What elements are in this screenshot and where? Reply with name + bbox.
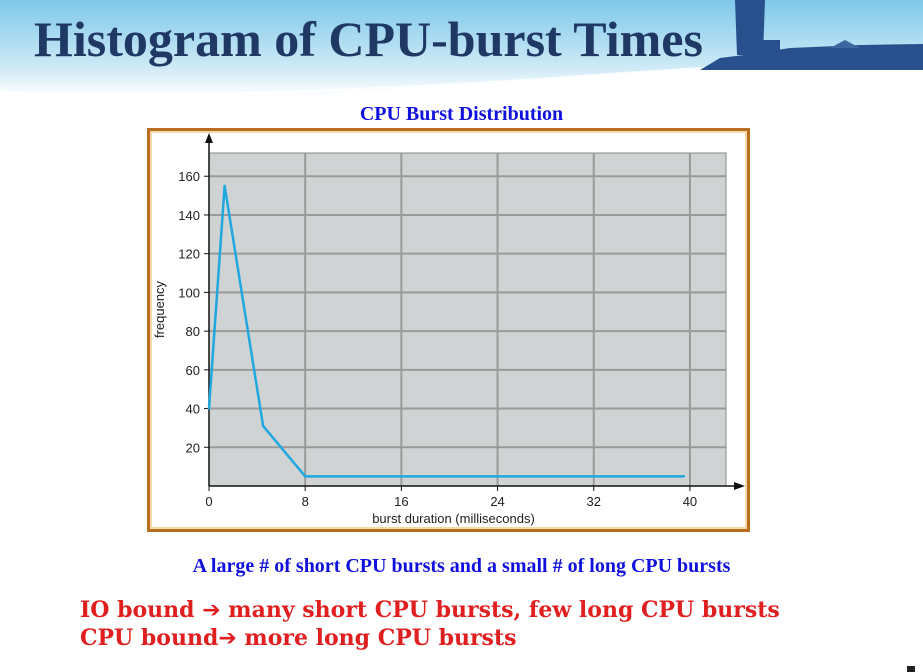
y-tick-label: 80 bbox=[186, 324, 200, 339]
right-arrow-icon: ➔ bbox=[202, 598, 221, 623]
data-point bbox=[223, 184, 226, 188]
header-banner bbox=[0, 0, 923, 98]
chart-title: CPU Burst Distribution bbox=[359, 103, 564, 125]
x-tick-label: 8 bbox=[302, 494, 309, 509]
slide-title: Histogram of CPU-burst Times bbox=[34, 11, 703, 67]
x-tick-label: 40 bbox=[683, 494, 697, 509]
y-axis-arrow-icon bbox=[205, 133, 213, 143]
note-cpu-bound: CPU bound➔ more long CPU bursts bbox=[80, 625, 517, 651]
y-tick-label: 20 bbox=[186, 440, 200, 455]
plot-area bbox=[208, 152, 727, 487]
note-io-bound: IO bound ➔ many short CPU bursts, few lo… bbox=[80, 597, 780, 623]
x-tick-label: 32 bbox=[587, 494, 601, 509]
y-tick-label: 100 bbox=[178, 285, 200, 300]
axes bbox=[204, 133, 745, 491]
data-point bbox=[303, 475, 307, 478]
y-tick-label: 140 bbox=[178, 208, 200, 223]
y-axis-label: frequency bbox=[152, 280, 167, 338]
note-io-bound-lead: IO bound bbox=[80, 597, 203, 623]
x-axis-label: burst duration (milliseconds) bbox=[372, 511, 535, 526]
x-tick-label: 0 bbox=[205, 494, 212, 509]
data-point bbox=[682, 475, 686, 478]
data-point bbox=[207, 407, 211, 410]
note-cpu-bound-text: more long CPU bursts bbox=[236, 625, 517, 651]
x-tick-label: 24 bbox=[490, 494, 504, 509]
page-marker bbox=[907, 666, 915, 672]
y-tick-label: 40 bbox=[186, 402, 200, 417]
y-tick-label: 60 bbox=[186, 363, 200, 378]
grid-lines bbox=[209, 153, 726, 486]
cpu-burst-chart: 0 8 16 24 32 40 20 40 60 80 100 120 140 160 burst dur… bbox=[152, 133, 745, 526]
y-tick-label: 120 bbox=[178, 247, 200, 262]
data-point bbox=[261, 424, 265, 428]
note-io-bound-text: many short CPU bursts, few long CPU burs… bbox=[220, 597, 780, 623]
series-group bbox=[207, 184, 686, 478]
x-tick-label: 16 bbox=[394, 494, 408, 509]
caption: A large # of short CPU bursts and a smal… bbox=[192, 555, 731, 577]
plot-background bbox=[208, 152, 727, 487]
y-tick-label: 160 bbox=[178, 169, 200, 184]
right-arrow-icon: ➔ bbox=[218, 626, 237, 651]
tick-labels: 0 8 16 24 32 40 20 40 60 80 100 120 140 160 bbox=[178, 169, 697, 509]
note-cpu-bound-lead: CPU bound bbox=[80, 625, 219, 651]
church-silhouette-icon bbox=[700, 0, 923, 70]
x-axis-arrow-icon bbox=[734, 482, 745, 490]
